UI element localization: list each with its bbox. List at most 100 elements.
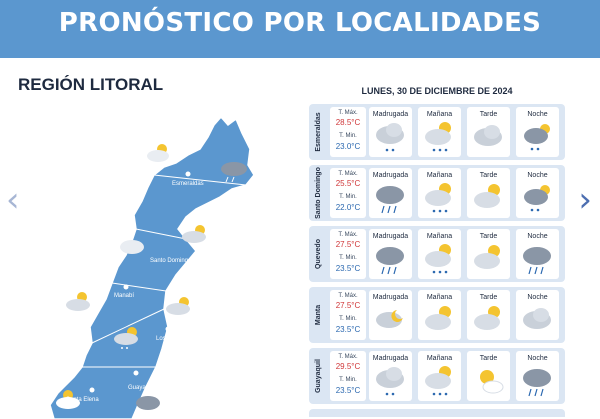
rain-cloud-icon (136, 396, 160, 417)
max-temp-label: T. Máx. (338, 293, 358, 299)
previous-arrow-button[interactable]: ‹ (6, 180, 20, 220)
partly-sunny-icon (147, 144, 169, 162)
partly-sunny-icon (474, 184, 500, 208)
province-border (111, 282, 167, 292)
province-border (153, 174, 247, 186)
location-pin-icon[interactable] (123, 284, 129, 290)
rain-cloud-icon (523, 247, 551, 275)
city-column: Esmeraldas (309, 104, 329, 160)
forecast-row: Esmeraldas T. Máx. 28.5°C T. Min. 23.0°C Madr… (309, 104, 565, 160)
forecast-cell: Madrugada (369, 168, 412, 218)
cloudy-icon (523, 308, 551, 329)
temperature-box: T. Máx. 27.5°C T. Min. 23.5°C (330, 229, 366, 279)
period-label: Mañana (426, 233, 453, 240)
period-label: Tarde (479, 172, 498, 179)
temperature-box: T. Máx. 25.5°C T. Min. 22.0°C (330, 168, 366, 218)
header-banner: PRONÓSTICO POR LOCALIDADES (0, 0, 600, 58)
forecast-cell: Noche (516, 290, 559, 340)
province-border (135, 228, 187, 240)
max-temp-label: T. Máx. (338, 232, 358, 238)
min-temp-label: T. Min. (339, 255, 357, 261)
forecast-cell: Mañana (418, 290, 461, 340)
map-label-guayas: Guayas (128, 385, 149, 391)
city-name: Esmeraldas (315, 112, 322, 152)
forecast-date: LUNES, 30 DE DICIEMBRE DE 2024 (361, 86, 513, 96)
forecast-table: Esmeraldas T. Máx. 28.5°C T. Min. 23.0°C Madr… (309, 104, 565, 417)
partly-sunny-icon (474, 245, 500, 269)
period-label: Mañana (426, 294, 453, 301)
cloudy-drizzle-icon (376, 123, 404, 152)
period-label: Tarde (479, 111, 498, 118)
forecast-cell: Madrugada (369, 107, 412, 157)
forecast-cell: Madrugada (369, 229, 412, 279)
period-label: Noche (527, 355, 548, 362)
litoral-map-shape (49, 115, 255, 419)
min-temp-value: 23.5°C (335, 386, 361, 395)
forecast-cell: Mañana (418, 229, 461, 279)
partly-sunny-drizzle-icon (425, 183, 451, 213)
region-title: REGIÓN LITORAL (18, 75, 164, 94)
partly-sunny-drizzle-icon (425, 244, 451, 274)
city-name: Guayaquil (315, 359, 322, 393)
period-label: Mañana (426, 355, 453, 362)
forecast-cell: Noche (516, 229, 559, 279)
period-label: Noche (527, 111, 548, 118)
location-pin-icon[interactable] (165, 326, 171, 332)
rain-cloud-icon (376, 186, 404, 214)
rain-cloud-icon (523, 369, 551, 397)
partly-sunny-drizzle-icon (425, 122, 451, 152)
forecast-cell: Noche (516, 107, 559, 157)
location-pin-icon[interactable] (185, 171, 191, 177)
period-label: Madrugada (372, 172, 409, 179)
city-name: Manta (315, 304, 322, 326)
forecast-cell: Tarde (467, 107, 510, 157)
night-cloud-drizzle-icon (524, 185, 550, 212)
map-region-fill (49, 115, 255, 419)
next-row-peek (309, 409, 565, 417)
period-label: Madrugada (372, 294, 409, 301)
period-label: Tarde (479, 294, 498, 301)
forecast-cell: Noche (516, 168, 559, 218)
city-column: Quevedo (309, 226, 329, 282)
forecast-cell: Tarde (467, 229, 510, 279)
cloudy-drizzle-icon (376, 367, 404, 396)
map-label-los-rios: Los Ríos (156, 336, 180, 342)
location-pin-icon[interactable] (133, 370, 139, 376)
max-temp-label: T. Máx. (338, 171, 358, 177)
forecast-cell: Noche (516, 351, 559, 401)
min-temp-label: T. Min. (339, 194, 357, 200)
region-map: Esmeraldas Santo Domingo De Los Tsáchila… (36, 105, 306, 419)
map-markers (89, 171, 205, 393)
max-temp-value: 25.5°C (335, 179, 361, 188)
partly-sunny-drizzle-icon (425, 366, 451, 396)
min-temp-label: T. Min. (339, 377, 357, 383)
next-arrow-button[interactable]: › (578, 180, 592, 220)
min-temp-label: T. Min. (339, 133, 357, 139)
max-temp-label: T. Máx. (338, 354, 358, 360)
city-column: Santo Domingo (309, 165, 329, 221)
period-label: Tarde (479, 233, 498, 240)
forecast-cell: Mañana (418, 168, 461, 218)
period-label: Noche (527, 294, 548, 301)
city-column: Guayaquil (309, 348, 329, 404)
forecast-cell: Madrugada (369, 290, 412, 340)
location-pin-icon[interactable] (199, 248, 205, 254)
period-label: Mañana (426, 111, 453, 118)
forecast-cell: Tarde (467, 351, 510, 401)
min-temp-value: 22.0°C (335, 203, 361, 212)
max-temp-value: 28.5°C (335, 118, 361, 127)
cloudy-icon (120, 240, 144, 254)
night-cloud-drizzle-icon (524, 124, 550, 151)
partly-sunny-icon (474, 306, 500, 330)
max-temp-value: 27.5°C (335, 301, 361, 310)
period-label: Tarde (479, 355, 498, 362)
map-weather-icons (56, 144, 247, 417)
partly-sunny-drizzle-icon (66, 292, 90, 315)
map-label-manabi: Manabí (114, 293, 135, 299)
partly-sunny-icon (425, 306, 451, 330)
page-title: PRONÓSTICO POR LOCALIDADES (58, 8, 542, 38)
location-pin-icon[interactable] (89, 387, 95, 393)
forecast-cell: Mañana (418, 107, 461, 157)
temperature-box: T. Máx. 29.5°C T. Min. 23.5°C (330, 351, 366, 401)
period-label: Noche (527, 233, 548, 240)
